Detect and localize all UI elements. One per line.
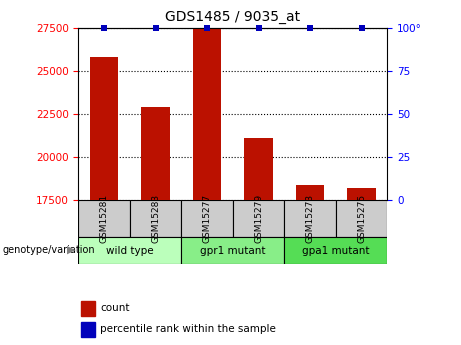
Text: GSM15277: GSM15277 — [202, 194, 212, 243]
Text: wild type: wild type — [106, 246, 154, 256]
Bar — [90, 57, 118, 200]
Text: GSM15279: GSM15279 — [254, 194, 263, 243]
Bar — [78, 237, 181, 264]
Text: GSM15281: GSM15281 — [100, 194, 109, 243]
Bar — [82, 301, 95, 316]
Bar — [82, 322, 95, 337]
Bar — [233, 200, 284, 237]
Bar — [347, 188, 376, 200]
Text: genotype/variation: genotype/variation — [2, 245, 95, 255]
Text: GSM15273: GSM15273 — [306, 194, 314, 243]
Bar — [336, 200, 387, 237]
Text: count: count — [100, 303, 130, 313]
Text: gpa1 mutant: gpa1 mutant — [302, 246, 370, 256]
Text: ▶: ▶ — [67, 245, 75, 255]
Text: GSM15275: GSM15275 — [357, 194, 366, 243]
Bar — [244, 138, 273, 200]
Bar — [78, 200, 130, 237]
Bar — [296, 185, 324, 200]
Title: GDS1485 / 9035_at: GDS1485 / 9035_at — [165, 10, 301, 24]
Bar — [130, 200, 181, 237]
Text: gpr1 mutant: gpr1 mutant — [200, 246, 266, 256]
Text: percentile rank within the sample: percentile rank within the sample — [100, 324, 276, 334]
Bar — [284, 237, 387, 264]
Bar — [142, 107, 170, 200]
Bar — [284, 200, 336, 237]
Bar — [181, 237, 284, 264]
Bar — [181, 200, 233, 237]
Text: GSM15283: GSM15283 — [151, 194, 160, 243]
Bar — [193, 29, 221, 200]
